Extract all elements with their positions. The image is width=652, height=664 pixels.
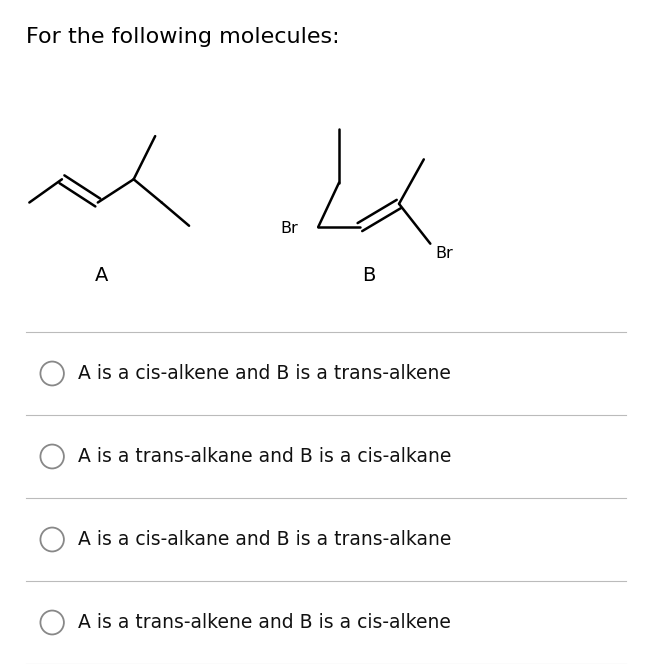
Text: Br: Br — [436, 246, 453, 261]
Text: A is a trans-alkene and B is a cis-alkene: A is a trans-alkene and B is a cis-alken… — [78, 613, 451, 632]
Text: B: B — [362, 266, 375, 285]
Text: For the following molecules:: For the following molecules: — [26, 27, 340, 46]
Text: A is a cis-alkane and B is a trans-alkane: A is a cis-alkane and B is a trans-alkan… — [78, 530, 452, 549]
Text: A: A — [95, 266, 108, 285]
Text: A is a trans-alkane and B is a cis-alkane: A is a trans-alkane and B is a cis-alkan… — [78, 447, 452, 466]
Text: Br: Br — [281, 221, 299, 236]
Text: A is a cis-alkene and B is a trans-alkene: A is a cis-alkene and B is a trans-alken… — [78, 364, 451, 383]
